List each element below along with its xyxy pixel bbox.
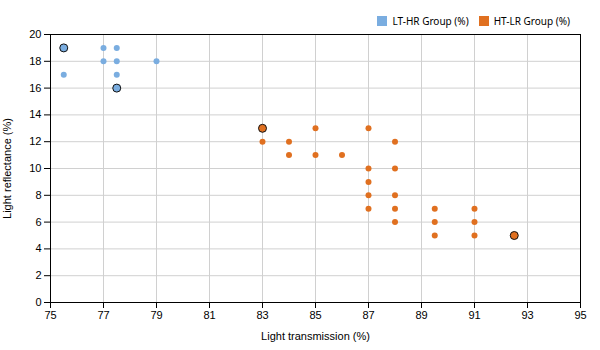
svg-text:10: 10 [29,162,41,174]
svg-text:4: 4 [35,242,41,254]
svg-text:0: 0 [35,296,41,308]
html-text:HT-LR Group (%): HT-LR Group (%) [493,13,570,28]
svg-text:95: 95 [574,309,586,321]
svg-text:75: 75 [44,309,56,321]
svg-text:91: 91 [468,309,480,321]
svg-text:8: 8 [35,189,41,201]
svg-text:89: 89 [415,309,427,321]
svg-text:79: 79 [150,309,162,321]
svg-text:Light reflectance (%): Light reflectance (%) [1,118,13,219]
svg-text:77: 77 [97,309,109,321]
svg-text:6: 6 [35,216,41,228]
svg-text:93: 93 [521,309,533,321]
svg-text:85: 85 [309,309,321,321]
svg-text:18: 18 [29,55,41,67]
svg-text:2: 2 [35,269,41,281]
html-text:LT-HR Group (%): LT-HR Group (%) [392,13,469,28]
svg-text:Light transmission (%): Light transmission (%) [261,330,370,342]
svg-text:83: 83 [256,309,268,321]
svg-text:81: 81 [203,309,215,321]
svg-text:14: 14 [29,108,41,120]
svg-text:87: 87 [362,309,374,321]
svg-text:16: 16 [29,82,41,94]
svg-text:12: 12 [29,135,41,147]
svg-text:20: 20 [29,28,41,40]
